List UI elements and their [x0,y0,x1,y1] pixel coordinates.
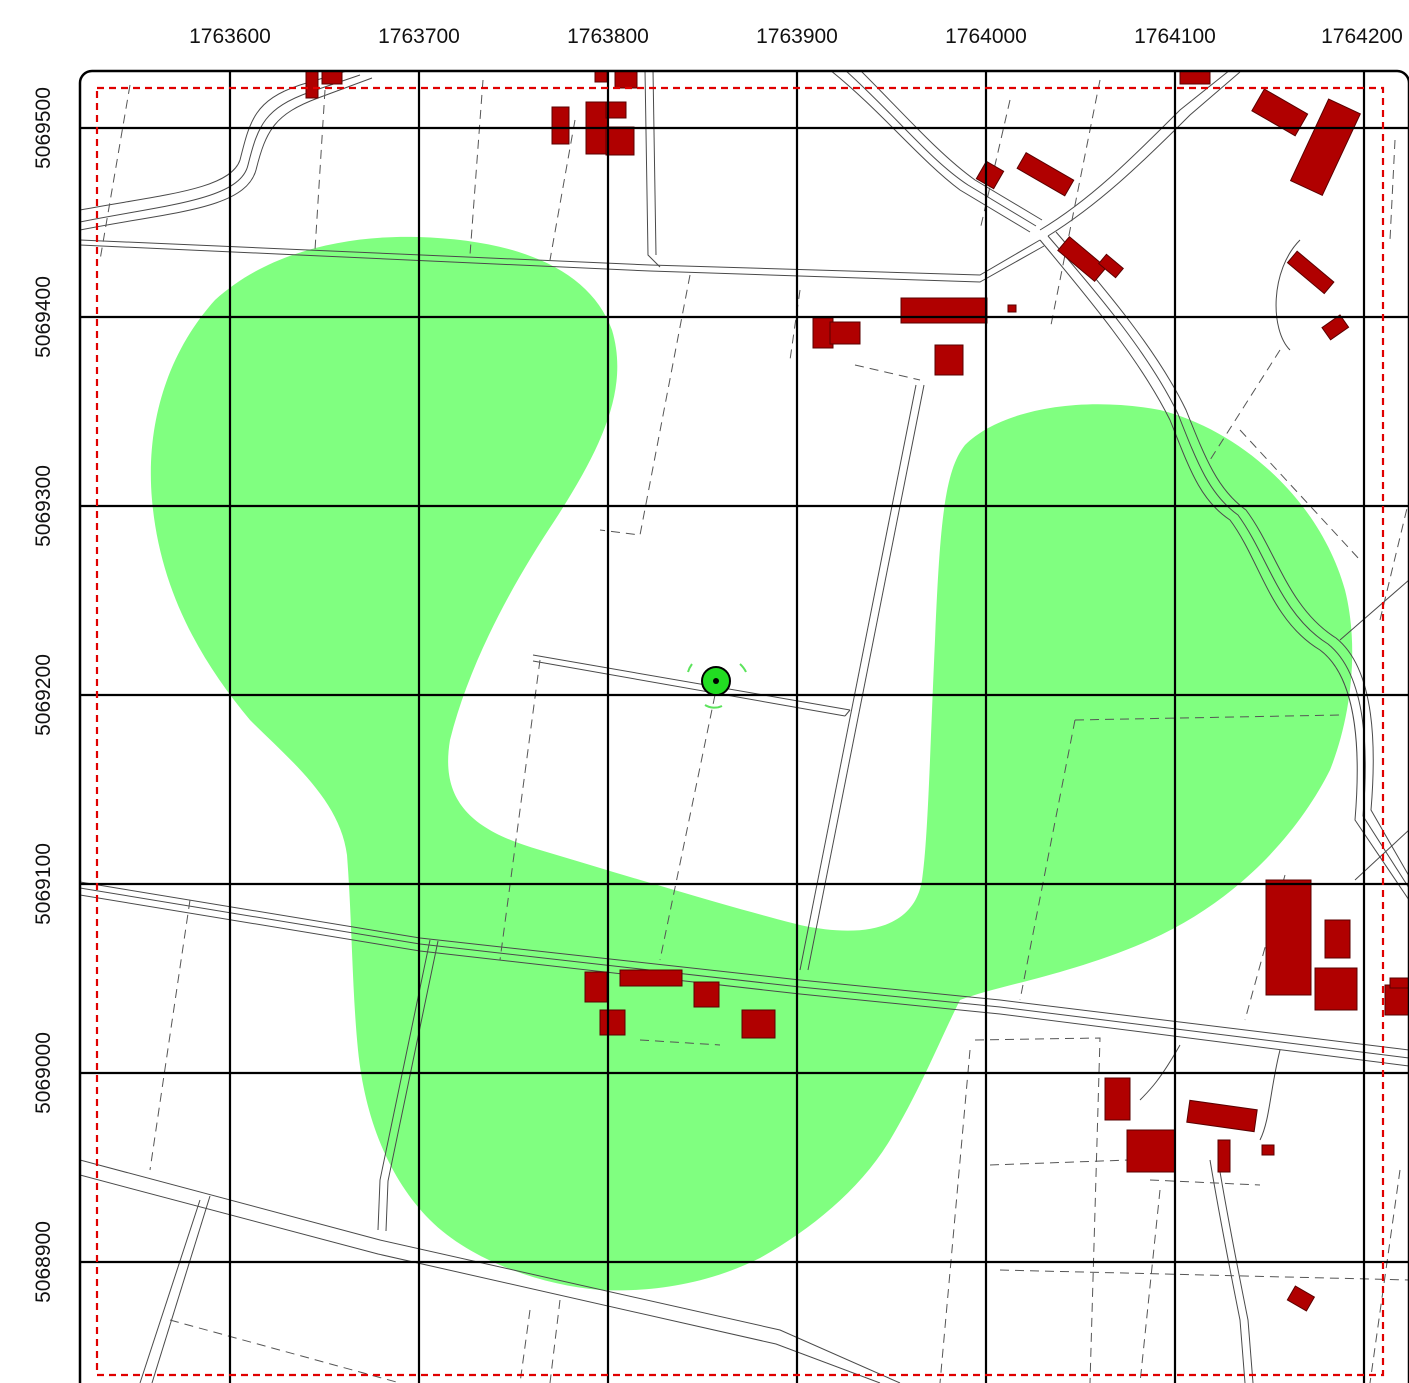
parcel-boundaries [99,79,1409,1383]
x-tick-label: 1763600 [189,25,271,48]
buildings [305,71,1409,1312]
study-area-boundary [95,86,1385,1377]
building [693,981,720,1008]
y-tick-label: 5068900 [32,1221,55,1303]
building [1265,879,1312,996]
building [1384,984,1409,1016]
x-tick-label: 1764000 [945,25,1027,48]
building [1186,1099,1258,1133]
building [551,106,570,145]
y-axis-labels: 5069500 5069400 5069300 5069200 5069100 … [32,87,55,1303]
building [1324,919,1351,959]
building [1314,967,1358,1011]
building [1126,1129,1176,1173]
building [584,971,608,1003]
building [321,71,343,85]
building [1389,977,1409,989]
x-tick-label: 1764100 [1134,25,1216,48]
building [305,71,319,99]
building [614,71,638,89]
y-tick-label: 5069400 [32,276,55,358]
building [1286,1285,1316,1312]
building [599,1009,626,1036]
x-tick-label: 1763900 [756,25,838,48]
map-frame [78,69,1409,1383]
x-tick-label: 1763800 [567,25,649,48]
building [1179,71,1211,85]
building [934,344,964,376]
y-tick-label: 5069500 [32,87,55,169]
y-tick-label: 5069200 [32,654,55,736]
building [1104,1077,1131,1121]
x-axis-labels: 1763600 1763700 1763800 1763900 1764000 … [189,25,1403,48]
building [1286,250,1335,295]
x-tick-label: 1764200 [1321,25,1403,48]
building [1098,253,1124,279]
building [1057,235,1107,283]
building [1007,304,1017,313]
building [900,297,988,324]
building [619,969,683,987]
building [1261,1144,1275,1156]
building [741,1009,776,1039]
building [1289,98,1361,197]
building [605,126,635,156]
y-tick-label: 5069000 [32,1032,55,1114]
building [605,101,627,119]
coverage-area [150,236,1353,1291]
building [1251,88,1309,137]
coordinate-grid [80,71,1409,1383]
building [975,160,1005,190]
building [829,321,861,345]
y-tick-label: 5069300 [32,465,55,547]
building [1016,152,1075,197]
x-tick-label: 1763700 [378,25,460,48]
building [1321,314,1350,341]
y-tick-label: 5069100 [32,843,55,925]
antenna-site-icon[interactable] [687,663,747,709]
building [1217,1139,1231,1173]
